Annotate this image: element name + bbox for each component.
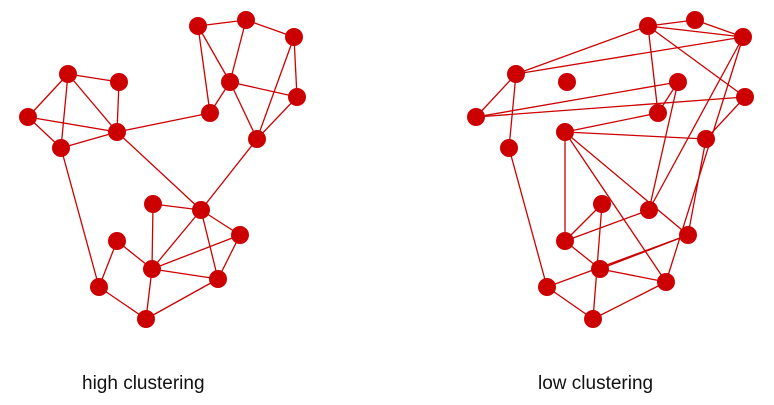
network-node (59, 65, 77, 83)
network-node (734, 28, 752, 46)
network-edge (665, 36, 744, 283)
network-node (679, 226, 697, 244)
network-edge (197, 25, 231, 83)
network-node (90, 278, 108, 296)
network-edge (705, 96, 746, 140)
network-node (669, 73, 687, 91)
network-node (649, 104, 667, 122)
network-edge (564, 209, 650, 242)
network-edge (515, 25, 649, 75)
network-node (558, 73, 576, 91)
network-edge (229, 19, 247, 83)
network-edge (475, 96, 746, 118)
network-node (657, 273, 675, 291)
network-node (288, 88, 306, 106)
network-node (237, 11, 255, 29)
network-node (189, 17, 207, 35)
network-edge (293, 36, 298, 98)
network-edge (599, 268, 667, 283)
network-edge (546, 286, 594, 320)
network-edge (475, 73, 517, 118)
network-node (285, 28, 303, 46)
network-node (201, 104, 219, 122)
network-edge (27, 73, 69, 118)
network-node (736, 88, 754, 106)
network-node (507, 65, 525, 83)
network-edge (475, 81, 679, 118)
network-edge (27, 116, 118, 133)
network-node (556, 123, 574, 141)
network-edge (648, 81, 679, 211)
network-node (248, 130, 266, 148)
network-edge (515, 36, 744, 75)
network-edge (647, 25, 746, 98)
high-clustering-label: high clustering (82, 373, 205, 394)
low-clustering-label: low clustering (538, 373, 654, 394)
network-node (144, 195, 162, 213)
network-edge (145, 278, 219, 320)
network-edge (116, 131, 202, 211)
network-node (231, 226, 249, 244)
network-node (556, 232, 574, 250)
high-clustering-network (19, 11, 306, 328)
network-edge (546, 234, 689, 288)
network-edge (256, 36, 295, 140)
network-edge (229, 81, 298, 98)
network-node (697, 130, 715, 148)
network-edge (647, 25, 744, 38)
network-node (110, 73, 128, 91)
network-node (143, 260, 161, 278)
network-edge (60, 73, 69, 149)
network-edge (197, 25, 211, 114)
network-edge (229, 81, 258, 140)
network-node (640, 201, 658, 219)
network-node (137, 310, 155, 328)
network-edge (564, 112, 659, 133)
network-node (108, 123, 126, 141)
network-edge (564, 131, 667, 283)
network-edge (256, 96, 298, 140)
network-edge (508, 147, 548, 288)
network-edge (151, 234, 241, 270)
network-node (467, 108, 485, 126)
low-clustering-network (467, 11, 754, 328)
network-edge (200, 138, 258, 211)
network-edge (648, 36, 744, 211)
network-node (591, 260, 609, 278)
network-node (108, 232, 126, 250)
network-node (538, 278, 556, 296)
network-node (500, 139, 518, 157)
network-node (593, 195, 611, 213)
network-edge (200, 209, 219, 280)
network-node (221, 73, 239, 91)
network-node (639, 17, 657, 35)
network-edge (687, 138, 707, 236)
network-edge (67, 73, 118, 133)
network-edge (60, 131, 118, 149)
network-edge (151, 268, 219, 280)
network-edge (151, 209, 202, 270)
network-edge (98, 286, 147, 320)
network-edge (151, 203, 154, 270)
network-edge (647, 25, 659, 114)
network-node (686, 11, 704, 29)
network-node (192, 201, 210, 219)
network-edge (116, 112, 211, 133)
network-edge (564, 131, 707, 140)
network-node (52, 139, 70, 157)
network-edge (60, 147, 100, 288)
network-node (19, 108, 37, 126)
network-edge (592, 281, 667, 320)
network-node (584, 310, 602, 328)
network-node (209, 270, 227, 288)
network-edge (564, 131, 689, 236)
